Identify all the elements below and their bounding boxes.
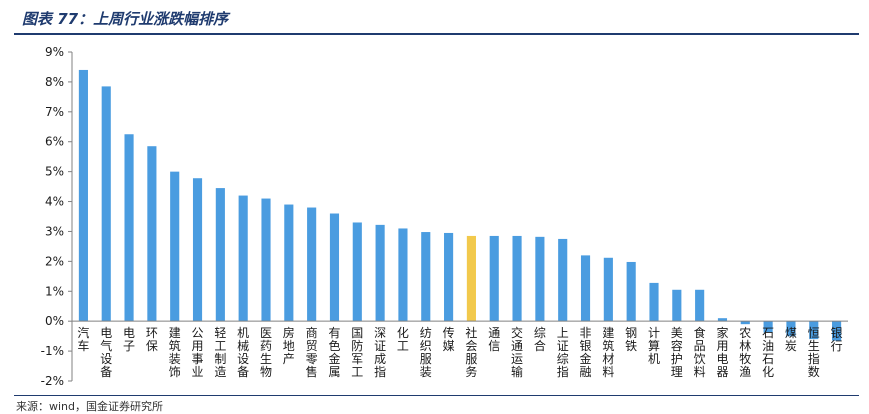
x-axis-labels: 汽车电气设备电子环保建筑装饰公用事业轻工制造机械设备医药生物房地产商贸零售有色金…	[77, 325, 842, 379]
x-tick-label: 社会服务	[465, 325, 477, 379]
bar	[101, 86, 111, 322]
x-tick-label: 纺织服装	[420, 326, 432, 379]
x-tick-label: 美容护理	[671, 326, 683, 379]
bar	[740, 321, 750, 325]
x-tick-label: 医药生物	[260, 326, 272, 379]
bar	[124, 134, 134, 322]
x-tick-label: 轻工制造	[214, 326, 226, 379]
bars	[78, 69, 842, 341]
bar	[809, 321, 819, 340]
x-tick-label: 电气设备	[100, 326, 112, 379]
y-tick-label: 3%	[45, 224, 64, 238]
bar	[421, 232, 431, 322]
bar	[695, 289, 705, 322]
x-tick-label: 交通运输	[511, 325, 523, 379]
x-tick-label: 国防军工	[351, 326, 363, 379]
bar	[717, 318, 728, 322]
x-tick-label: 农林牧渔	[739, 326, 751, 379]
bar	[307, 207, 317, 322]
y-tick-label: -2%	[41, 374, 64, 388]
source-note: 来源：wind，国金证券研究所	[16, 400, 164, 413]
bar	[580, 255, 591, 322]
x-tick-label: 建筑装饰	[169, 326, 181, 379]
bar	[603, 257, 613, 322]
bar	[763, 321, 773, 333]
x-tick-label: 综合	[534, 326, 546, 353]
x-tick-label: 有色金属	[328, 326, 340, 379]
y-axis: -2% -1% 0% 1% 2% 3% 4% 5% 6% 7% 8% 9%	[41, 45, 72, 388]
bar	[672, 289, 682, 322]
x-tick-label: 电子	[123, 326, 135, 353]
bar	[192, 178, 203, 322]
x-tick-label: 环保	[146, 326, 158, 353]
bar	[375, 224, 385, 322]
bar	[649, 282, 659, 322]
x-tick-label: 汽车	[77, 325, 89, 353]
bar	[626, 261, 636, 322]
y-tick-label: 1%	[45, 284, 64, 298]
x-tick-label: 化工	[397, 326, 409, 353]
y-tick-label: 8%	[45, 75, 64, 89]
footer-rule	[14, 395, 859, 396]
bar	[512, 235, 522, 322]
x-tick-label: 食品饮料	[694, 325, 706, 379]
y-tick-label: 6%	[45, 135, 64, 149]
bar	[466, 235, 476, 322]
x-tick-label: 机械设备	[237, 326, 249, 379]
y-tick-label: -1%	[41, 344, 64, 358]
y-tick-label: 5%	[45, 165, 64, 179]
x-tick-label: 非银金融	[580, 326, 592, 379]
bar	[832, 321, 842, 341]
bar	[147, 146, 157, 322]
bar	[352, 222, 362, 322]
bar	[78, 69, 88, 322]
x-tick-label: 家用电器	[716, 325, 728, 379]
bar	[786, 321, 796, 337]
y-tick-label: 4%	[45, 195, 64, 209]
x-tick-label: 计算机	[648, 326, 660, 366]
x-tick-label: 石油石化	[762, 326, 774, 379]
bar	[489, 235, 499, 322]
y-tick-label: 2%	[45, 254, 64, 268]
bar	[558, 238, 568, 322]
bar	[261, 198, 271, 322]
y-tick-label: 7%	[45, 105, 64, 119]
title-rule	[14, 33, 859, 35]
bar	[535, 236, 545, 322]
bar	[238, 195, 248, 322]
x-tick-label: 上证综指	[557, 326, 569, 379]
bar	[215, 188, 225, 322]
y-tick-label: 0%	[45, 314, 64, 328]
x-tick-label: 钢铁	[625, 326, 637, 353]
x-tick-label: 传媒	[443, 325, 455, 353]
bar	[398, 228, 408, 322]
bar	[284, 204, 294, 322]
x-tick-label: 银行	[831, 326, 843, 353]
x-tick-label: 房地产	[283, 325, 295, 366]
x-tick-label: 公用事业	[192, 326, 204, 379]
y-tick-label: 9%	[45, 45, 64, 59]
bar	[170, 171, 180, 322]
x-tick-label: 恒生指数	[808, 326, 820, 379]
bar	[329, 213, 340, 322]
x-tick-label: 商贸零售	[306, 325, 318, 379]
bar	[444, 232, 454, 322]
x-tick-label: 通信	[488, 326, 500, 353]
x-tick-label: 深证成指	[374, 326, 386, 379]
x-tick-label: 煤炭	[785, 326, 797, 353]
chart-title: 图表 77：上周行业涨跌幅排序	[22, 10, 229, 28]
x-tick-label: 建筑材料	[602, 326, 614, 379]
